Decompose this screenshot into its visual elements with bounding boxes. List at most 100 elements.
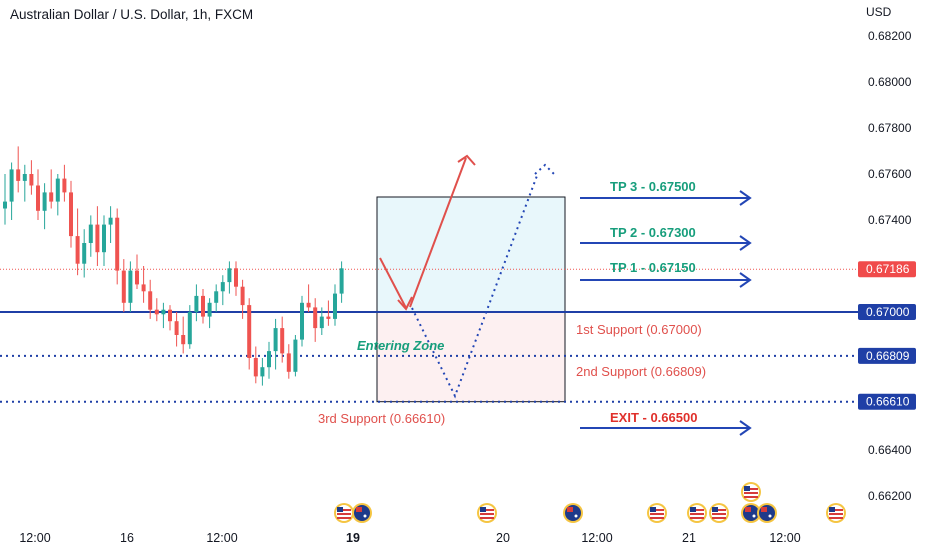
candle [128,261,133,312]
price-tick-label: 0.67600 [868,167,912,181]
drop-arrow-head [397,296,413,311]
chart-title: Australian Dollar / U.S. Dollar, 1h, FXC… [10,7,254,22]
tp3-label: TP 3 - 0.67500 [610,179,696,194]
candle [69,180,73,248]
dotted-projection [411,172,539,399]
price-badge: 0.67000 [858,304,916,320]
time-tick-label: 12:00 [769,531,800,545]
candle [227,261,232,294]
candle [220,275,225,306]
svg-text:0.67000: 0.67000 [866,305,910,319]
price-tick-label: 0.66200 [868,489,912,503]
candle [319,307,324,335]
trade-zone-frame [376,196,566,403]
candle [148,279,153,319]
candle [333,284,337,326]
tp3-arrow [580,190,752,206]
us-flag-icon[interactable] [477,503,497,523]
time-tick-label: 12:00 [581,531,612,545]
candle [201,289,205,324]
price-badges: 0.67186 0.67000 0.66809 0.66610 [858,261,916,410]
candle [267,341,271,379]
candle [49,169,54,209]
candle [88,215,93,257]
candle [286,344,291,379]
candle [234,261,238,296]
candle [154,298,159,322]
candle [187,305,192,349]
candle [141,266,146,303]
tp2-label: TP 2 - 0.67300 [610,225,696,240]
candle [108,206,113,243]
candle [214,284,219,312]
economic-events[interactable] [334,482,846,523]
au-flag-icon[interactable] [563,503,583,523]
time-tick-label: 12:00 [206,531,237,545]
us-flag-icon[interactable] [334,503,354,523]
price-badge: 0.66809 [858,347,916,364]
au-flag-icon[interactable] [741,503,761,523]
time-tick-label: 12:00 [19,531,50,545]
drop-arrow-line [379,257,407,309]
candle [273,318,278,370]
rise-arrow-line [409,157,467,308]
candle [260,358,265,386]
candle [207,298,212,329]
dotted-projection-head [534,163,556,176]
price-tick-label: 0.67400 [868,213,912,227]
candle [102,215,106,266]
us-flag-icon[interactable] [741,482,761,502]
candlestick-series [3,146,344,386]
candle [22,164,27,202]
exit-label: EXIT - 0.66500 [610,410,697,425]
support2-label: 2nd Support (0.66809) [576,364,706,379]
au-flag-icon[interactable] [352,503,372,523]
price-tick-label: 0.68200 [868,29,912,43]
candle [135,254,139,289]
price-tick-label: 0.66400 [868,443,912,457]
candle [75,208,80,276]
us-flag-icon[interactable] [687,503,707,523]
candle [194,284,199,322]
projection-arrows [379,154,556,399]
currency-label: USD [866,5,892,19]
candle [82,229,87,278]
candle [300,295,304,347]
time-tick-label: 19 [346,531,360,545]
time-tick-label: 16 [120,531,134,545]
target-zone-box [377,197,565,312]
us-flag-icon[interactable] [647,503,667,523]
candle [16,146,21,193]
price-tick-label: 0.68000 [868,75,912,89]
candle [29,160,34,195]
svg-text:0.66809: 0.66809 [866,349,910,363]
rise-arrow-head [457,154,476,166]
candle [9,162,14,220]
exit-arrow [580,420,752,436]
price-badge: 0.67186 [858,261,916,278]
us-flag-icon[interactable] [709,503,729,523]
tp1-label: TP 1 - 0.67150 [610,260,696,275]
au-flag-icon[interactable] [757,503,777,523]
candle [247,298,252,370]
time-tick-label: 20 [496,531,510,545]
candle [62,164,67,202]
candle [121,259,126,312]
candle [168,305,172,331]
support3-label: 3rd Support (0.66610) [318,411,445,426]
time-axis[interactable]: 12:00 16 12:00 19 20 12:00 21 12:00 [19,531,800,545]
candle [36,169,40,220]
candle [42,183,47,230]
candle [181,316,186,354]
candle [55,174,60,216]
candle [293,335,298,377]
support1-label: 1st Support (0.67000) [576,322,702,337]
tp2-arrow [580,235,752,251]
candle [115,208,120,285]
entering-zone-box [377,312,565,402]
candle [280,316,285,363]
price-badge: 0.66610 [858,393,916,410]
us-flag-icon[interactable] [826,503,846,523]
price-tick-label: 0.67800 [868,121,912,135]
